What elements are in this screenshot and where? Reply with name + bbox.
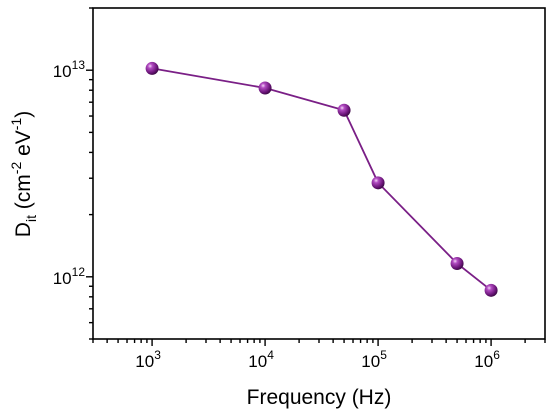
x-tick-base: 10 — [248, 352, 267, 371]
data-point — [337, 103, 351, 117]
x-tick-base: 10 — [135, 352, 154, 371]
axis-ticks — [86, 7, 546, 346]
data-point — [450, 256, 464, 270]
y-label-subscript: it — [23, 215, 39, 222]
y-tick-base: 10 — [53, 269, 72, 288]
x-tick-exponent: 6 — [493, 348, 500, 362]
y-label-exp1: -2 — [8, 162, 24, 175]
x-axis-label: Frequency (Hz) — [247, 386, 392, 409]
y-tick-base: 10 — [53, 62, 72, 81]
x-tick-exponent: 5 — [380, 348, 387, 362]
x-tick-label: 104 — [248, 348, 274, 371]
data-markers — [145, 61, 498, 297]
y-tick-label: 1012 — [53, 265, 86, 288]
x-tick-labels: 103 104 105 106 — [135, 348, 500, 371]
data-point — [145, 61, 159, 75]
x-tick-base: 10 — [474, 352, 493, 371]
y-tick-exponent: 13 — [72, 58, 86, 72]
y-tick-label: 1013 — [53, 58, 86, 81]
y-label-close: ) — [12, 111, 35, 118]
x-tick-base: 10 — [361, 352, 380, 371]
data-point — [484, 283, 498, 297]
data-point — [258, 81, 272, 95]
data-point — [371, 176, 385, 190]
y-label-mid: eV — [12, 130, 35, 162]
plot-frame — [92, 7, 546, 340]
y-label-open: (cm — [12, 174, 35, 215]
y-tick-exponent: 12 — [72, 265, 86, 279]
y-label-exp2: -1 — [8, 118, 24, 131]
x-tick-label: 106 — [474, 348, 500, 371]
x-tick-exponent: 3 — [154, 348, 161, 362]
y-label-symbol: D — [12, 222, 35, 237]
y-axis-label: Dit (cm-2 eV-1) — [8, 111, 39, 237]
x-tick-label: 105 — [361, 348, 387, 371]
series-line — [151, 67, 492, 292]
x-tick-exponent: 4 — [267, 348, 274, 362]
x-tick-label: 103 — [135, 348, 161, 371]
